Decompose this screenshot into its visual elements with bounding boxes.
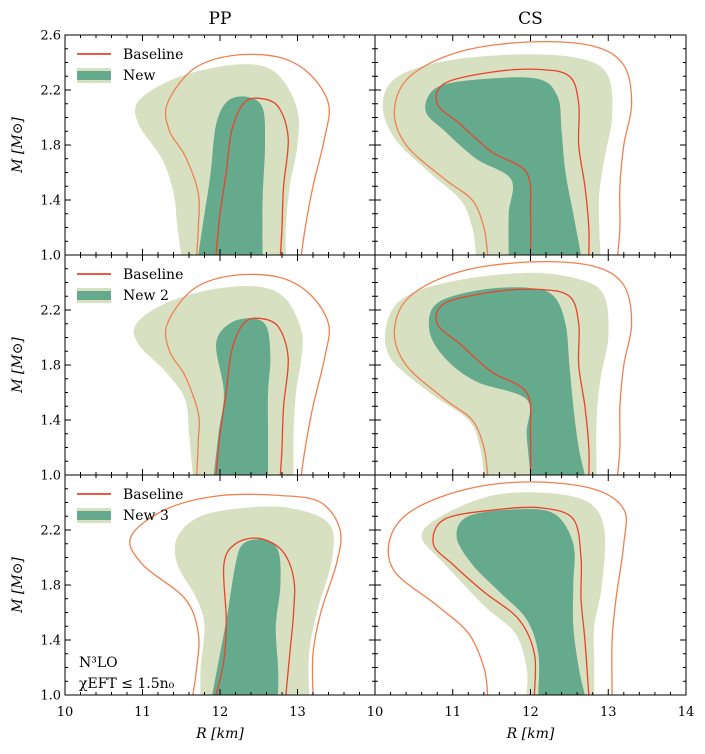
legend-new-swatch-inner (77, 511, 111, 520)
x-axis-label: R [km] (506, 726, 555, 742)
y-tick-label: 1.8 (40, 359, 61, 374)
panel-3-pp (129, 493, 342, 695)
legend-baseline-label: Baseline (123, 487, 183, 503)
y-axis-label: M [M⊙] (10, 557, 26, 614)
legend-baseline-label: Baseline (123, 267, 183, 283)
panel-1-pp (134, 53, 331, 255)
y-tick-label: 1.0 (40, 469, 61, 484)
x-tick-label: 12 (522, 705, 539, 720)
legend-new-label: New (123, 68, 156, 84)
baseline-contour-outer (393, 40, 633, 255)
legend-new-label: New 3 (123, 508, 169, 524)
x-tick-label: 13 (600, 705, 617, 720)
baseline-contour-outer (393, 260, 633, 475)
baseline-contour-inner (435, 68, 590, 255)
baseline-contour-outer (164, 53, 331, 255)
x-tick-label: 10 (57, 705, 74, 720)
x-tick-label: 13 (289, 705, 306, 720)
y-tick-label: 1.4 (40, 634, 61, 649)
baseline-contour-inner (215, 317, 289, 475)
y-tick-label: 2.6 (40, 29, 61, 44)
x-axis-label: R [km] (195, 726, 244, 742)
y-tick-label: 2.2 (40, 84, 61, 99)
y-axis-label: M [M⊙] (10, 337, 26, 394)
baseline-contour-inner (432, 506, 590, 695)
annotation-chieft-range: χEFT ≤ 1.5n₀ (79, 676, 175, 692)
new-band-inner (456, 508, 585, 695)
x-tick-label: 10 (367, 705, 384, 720)
baseline-contour-outer (387, 481, 628, 695)
panel-2-cs (384, 260, 633, 475)
y-tick-label: 1.0 (40, 249, 61, 264)
panel-frame (374, 474, 687, 696)
new-band-inner (212, 539, 281, 695)
y-tick-label: 1.4 (40, 414, 61, 429)
x-tick-label: 12 (212, 705, 229, 720)
y-tick-label: 1.8 (40, 579, 61, 594)
x-tick-label: 11 (444, 705, 461, 720)
new-band-inner (213, 318, 271, 475)
baseline-contour-outer (129, 493, 342, 695)
y-tick-label: 1.0 (40, 689, 61, 704)
annotation-order: N³LO (79, 655, 118, 671)
x-tick-label: 11 (134, 705, 151, 720)
y-axis-label: M [M⊙] (10, 117, 26, 174)
x-tick-label: 14 (678, 705, 695, 720)
baseline-contour-inner (435, 288, 590, 475)
y-tick-label: 1.4 (40, 194, 61, 209)
y-tick-label: 1.8 (40, 139, 61, 154)
baseline-contour-inner (215, 537, 296, 695)
baseline-contour-outer (164, 273, 331, 475)
y-tick-label: 2.2 (40, 304, 61, 319)
legend-new-swatch-inner (77, 71, 111, 80)
new-band-inner (425, 77, 581, 255)
panel-3-cs (387, 481, 628, 695)
new-band-inner (428, 287, 585, 475)
panel-2-pp (133, 273, 331, 475)
column-title-pp: PP (209, 9, 232, 29)
panel-1-cs (382, 40, 633, 255)
legend-new-label: New 2 (123, 288, 169, 304)
y-tick-label: 2.2 (40, 524, 61, 539)
legend-baseline-label: Baseline (123, 47, 183, 63)
baseline-contour-inner (215, 97, 289, 255)
column-title-cs: CS (518, 9, 543, 29)
legend-new-swatch-inner (77, 291, 111, 300)
new-band-inner (198, 96, 266, 255)
